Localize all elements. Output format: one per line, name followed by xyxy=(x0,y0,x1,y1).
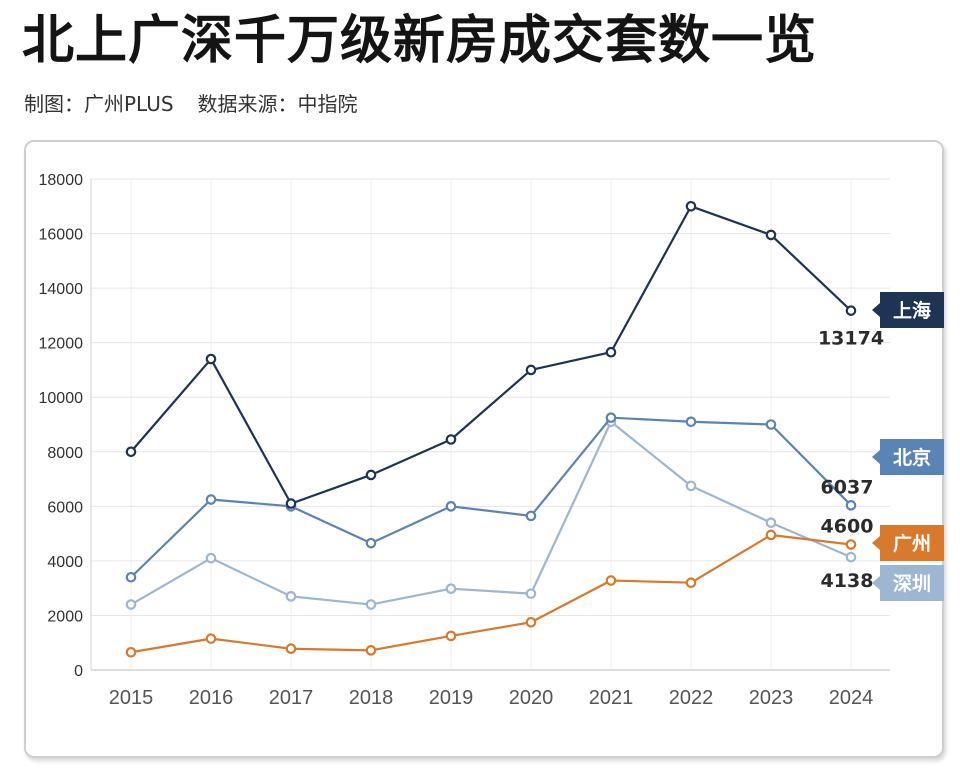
end-value-label: 6037 xyxy=(821,476,874,498)
legend-tag xyxy=(872,292,944,328)
series-line xyxy=(130,533,852,654)
data-point xyxy=(365,645,377,656)
legend-label: 上海 xyxy=(893,299,931,322)
page-title: 北上广深千万级新房成交套数一览 xyxy=(22,10,818,71)
data-point xyxy=(685,577,697,589)
legend-tag xyxy=(872,439,944,475)
credit-text: 制图：广州PLUS xyxy=(24,92,174,116)
subtitle: 制图：广州PLUS 数据来源：中指院 xyxy=(24,90,358,118)
data-point xyxy=(685,200,697,212)
series-line xyxy=(130,416,852,579)
legend-label: 北京 xyxy=(893,446,931,469)
data-point xyxy=(845,500,857,511)
y-tick-label: 14000 xyxy=(39,281,84,298)
y-tick-label: 16000 xyxy=(39,227,84,244)
x-tick-label: 2016 xyxy=(189,687,234,709)
data-point xyxy=(125,599,137,610)
data-point xyxy=(765,229,777,241)
series-line xyxy=(130,205,852,505)
y-tick-label: 6000 xyxy=(47,499,83,516)
data-point xyxy=(605,346,617,358)
end-value-label: 4138 xyxy=(821,570,874,592)
x-tick-label: 2015 xyxy=(109,687,154,709)
source-text: 数据来源：中指院 xyxy=(197,92,358,116)
data-point xyxy=(845,551,857,563)
data-point xyxy=(205,633,217,644)
data-point xyxy=(525,364,537,376)
y-tick-label: 0 xyxy=(74,663,83,680)
data-point xyxy=(205,494,217,505)
y-tick-label: 18000 xyxy=(39,172,84,189)
series-line xyxy=(130,420,852,606)
x-tick-label: 2019 xyxy=(429,687,474,709)
data-point xyxy=(765,419,777,430)
end-value-label: 13174 xyxy=(818,328,884,350)
x-tick-label: 2022 xyxy=(669,687,714,709)
data-point xyxy=(365,537,377,549)
data-point xyxy=(685,416,697,428)
data-point xyxy=(525,510,537,522)
legend-tag xyxy=(872,565,944,601)
legend-label: 广州 xyxy=(893,532,931,555)
y-tick-label: 8000 xyxy=(47,445,83,462)
x-tick-label: 2024 xyxy=(829,687,874,709)
end-value-label: 4600 xyxy=(821,516,874,538)
data-point xyxy=(765,529,777,541)
data-point xyxy=(365,599,377,610)
data-point xyxy=(125,571,137,583)
data-point xyxy=(125,646,137,658)
y-tick-label: 10000 xyxy=(39,390,84,407)
data-point xyxy=(605,575,617,586)
y-tick-label: 4000 xyxy=(47,554,83,571)
data-point xyxy=(205,552,217,564)
legend-tag xyxy=(872,525,944,561)
data-point xyxy=(205,353,217,365)
data-point xyxy=(445,583,457,595)
data-point xyxy=(445,630,457,642)
x-tick-label: 2018 xyxy=(349,687,394,709)
y-tick-label: 2000 xyxy=(47,608,83,625)
data-point xyxy=(525,588,537,599)
x-tick-label: 2017 xyxy=(269,687,314,709)
legend-label: 深圳 xyxy=(893,572,931,595)
data-point xyxy=(285,591,297,602)
data-point xyxy=(605,412,617,423)
y-tick-label: 12000 xyxy=(39,336,84,353)
data-point xyxy=(125,446,137,458)
x-tick-label: 2021 xyxy=(589,687,634,709)
data-point xyxy=(285,643,297,655)
data-point xyxy=(365,469,377,481)
data-point xyxy=(765,517,777,528)
x-tick-label: 2020 xyxy=(509,687,554,709)
x-tick-label: 2023 xyxy=(749,687,794,709)
data-point xyxy=(445,434,457,445)
data-point xyxy=(845,305,857,316)
data-point xyxy=(445,501,457,512)
data-point xyxy=(525,616,537,628)
data-point xyxy=(685,480,697,492)
data-point xyxy=(845,539,857,550)
data-point xyxy=(285,498,297,509)
